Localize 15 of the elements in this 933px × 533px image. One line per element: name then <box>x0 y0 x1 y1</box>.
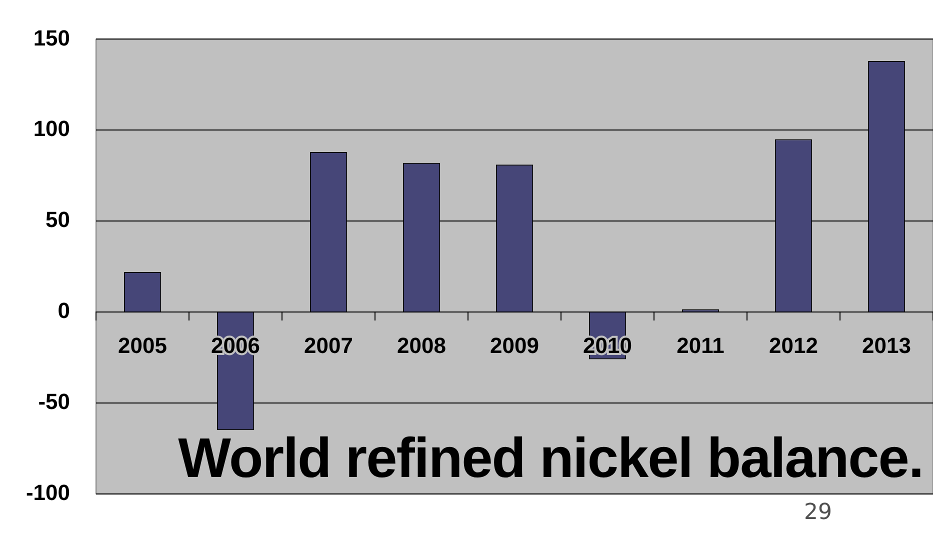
y-tick-label: 150 <box>33 25 70 50</box>
x-tick-label: 2013 <box>862 333 911 358</box>
text: World refined nickel balance. <box>178 425 923 490</box>
text: 29 <box>804 500 832 525</box>
y-tick-label: -100 <box>26 480 70 505</box>
x-tick-label: 2007 <box>304 333 353 358</box>
x-tick-label: 2005 <box>118 333 168 358</box>
y-tick-label: -50 <box>38 388 70 414</box>
y-tick-label: 100 <box>33 116 70 142</box>
x-tick-label: 2011 <box>676 333 724 358</box>
x-tick-label: 2008 <box>397 333 446 358</box>
x-tick-label: 2012 <box>769 333 818 358</box>
y-tick-label: 0 <box>58 298 70 324</box>
x-tick-label: 2009 <box>490 333 539 358</box>
y-tick-label: 50 <box>46 207 70 232</box>
